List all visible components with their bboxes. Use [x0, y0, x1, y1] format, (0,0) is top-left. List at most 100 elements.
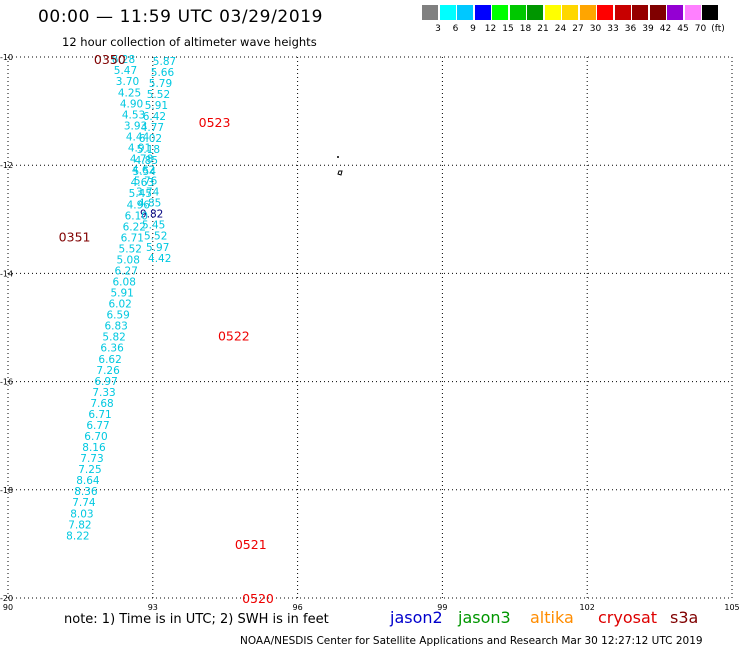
- wave-height-value: 7.68: [90, 398, 113, 410]
- legend-swatch: [474, 5, 491, 20]
- legend-swatch: [544, 5, 561, 20]
- wave-height-value: 5.87: [153, 56, 176, 68]
- satellite-jason2: jason2: [390, 608, 443, 627]
- footnote: note: 1) Time is in UTC; 2) SWH is in fe…: [64, 612, 329, 627]
- pass-time-labels: 0350 0351 0523 0522 0521 0520: [59, 52, 274, 606]
- wave-height-value: 5.79: [149, 78, 172, 90]
- wave-height-value: 6.42: [143, 111, 166, 123]
- wave-height-value: 5.76: [134, 176, 158, 188]
- satellite-cryosat: cryosat: [598, 608, 658, 627]
- y-tick-label: -16: [0, 378, 13, 387]
- wave-height-value: 6.02: [108, 299, 131, 311]
- wave-height-value: 5.45: [142, 220, 165, 232]
- wave-height-value: 6.83: [104, 321, 127, 333]
- wave-height-value: 9.82: [140, 209, 163, 221]
- credit-line: NOAA/NESDIS Center for Satellite Applica…: [240, 635, 703, 647]
- satellite-jason3: jason3: [458, 608, 511, 627]
- legend-swatch: [649, 5, 666, 20]
- legend-swatch: [632, 5, 648, 20]
- legend-label: 45: [677, 24, 689, 34]
- x-tick-label: 102: [580, 603, 595, 612]
- wave-height-value: 6.28: [112, 54, 135, 66]
- wave-height-value: 4.91: [128, 142, 151, 154]
- x-tick-label: 90: [3, 603, 13, 612]
- wave-height-value: 4.85: [138, 198, 161, 210]
- wave-height-value: 5.54: [133, 166, 157, 178]
- wave-height-value: 8.03: [70, 508, 93, 520]
- wave-height-value: 7.82: [68, 519, 91, 531]
- legend-swatch: [509, 5, 526, 20]
- legend-label: 30: [589, 24, 602, 34]
- wave-height-value: 5.08: [117, 254, 140, 266]
- wave-height-value: 4.77: [141, 122, 164, 134]
- wave-height-value: 7.73: [80, 453, 103, 465]
- wave-height-value: 3.74: [136, 187, 160, 199]
- wave-height-value: 7.25: [78, 464, 101, 476]
- y-tick-label: -10: [0, 53, 13, 62]
- pass-label: 0351: [59, 230, 91, 245]
- wave-height-value: 8.22: [66, 530, 89, 542]
- island-outline: [337, 170, 343, 176]
- legend-swatch: [579, 5, 596, 20]
- wave-height-value: 6.36: [100, 343, 124, 355]
- wave-height-value: 6.59: [106, 310, 129, 322]
- wave-height-value: 4.42: [148, 253, 171, 265]
- legend-swatch: [702, 5, 718, 20]
- wave-height-value: 6.62: [98, 354, 121, 366]
- y-tick-label: -12: [0, 161, 13, 170]
- wave-height-value: 6.71: [121, 232, 144, 244]
- wave-height-value: 4.53: [122, 109, 145, 121]
- wave-height-value: 5.97: [146, 242, 169, 254]
- legend-label: 27: [572, 24, 584, 34]
- wave-height-value: 5.52: [119, 243, 142, 255]
- wave-height-value: 8.36: [74, 486, 98, 498]
- wave-height-value: 6.10: [125, 210, 148, 222]
- wave-height-value: 6.27: [115, 265, 138, 277]
- legend-label: 70: [694, 24, 707, 34]
- wave-height-value: 4.63: [131, 177, 154, 189]
- wave-height-value: 6.02: [139, 133, 162, 145]
- wave-height-value: 5.91: [110, 288, 133, 300]
- y-tick-label: -14: [0, 269, 13, 278]
- legend-swatch: [684, 5, 701, 20]
- wave-height-value: 5.82: [102, 332, 125, 344]
- wave-height-value: 4.25: [118, 87, 141, 99]
- wave-height-value: 6.08: [113, 277, 136, 289]
- x-tick-label: 105: [724, 603, 739, 612]
- x-tick-label: 99: [437, 603, 447, 612]
- legend-swatch: [667, 5, 683, 20]
- wave-height-value: 5.66: [151, 67, 175, 79]
- wave-height-value: 6.97: [94, 376, 117, 388]
- legend-label: 12: [484, 24, 497, 34]
- wave-height-value: 5.45: [129, 188, 152, 200]
- legend-swatch: [439, 5, 456, 20]
- wave-height-value: 4.90: [120, 98, 143, 110]
- wave-height-value: 5.91: [145, 100, 168, 112]
- legend-label: 3: [435, 24, 441, 34]
- legend-label: 15: [502, 24, 514, 34]
- wave-height-value: 7.26: [96, 365, 120, 377]
- satellite-s3a: s3a: [670, 608, 699, 627]
- legend-label: 39: [642, 24, 654, 34]
- wave-height-value: 7.33: [92, 387, 115, 399]
- legend-swatch: [422, 5, 438, 20]
- chart-subtitle: 12 hour collection of altimeter wave hei…: [62, 35, 317, 49]
- legend-label: 9: [470, 24, 476, 34]
- wave-height-value: 4.96: [127, 199, 151, 211]
- satellite-altika: altika: [530, 608, 574, 627]
- wave-height-value: 6.71: [88, 409, 111, 421]
- wave-height-value: 4.44: [126, 131, 150, 143]
- wave-height-value: 6.77: [86, 420, 109, 432]
- x-tick-label: 96: [293, 603, 303, 612]
- chart-title: 00:00 — 11:59 UTC 03/29/2019: [38, 7, 324, 27]
- pass-label: 0522: [218, 329, 250, 344]
- wave-height-value: 5.52: [144, 231, 167, 243]
- legend-label: 6: [452, 24, 459, 34]
- wave-height-value: 8.64: [76, 475, 100, 487]
- y-tick-label: -20: [0, 594, 13, 603]
- island-markers: [337, 156, 343, 176]
- wave-height-value: 6.70: [84, 431, 107, 443]
- wave-height-value: 4.78: [130, 153, 153, 165]
- wave-height-value: 5.52: [147, 89, 170, 101]
